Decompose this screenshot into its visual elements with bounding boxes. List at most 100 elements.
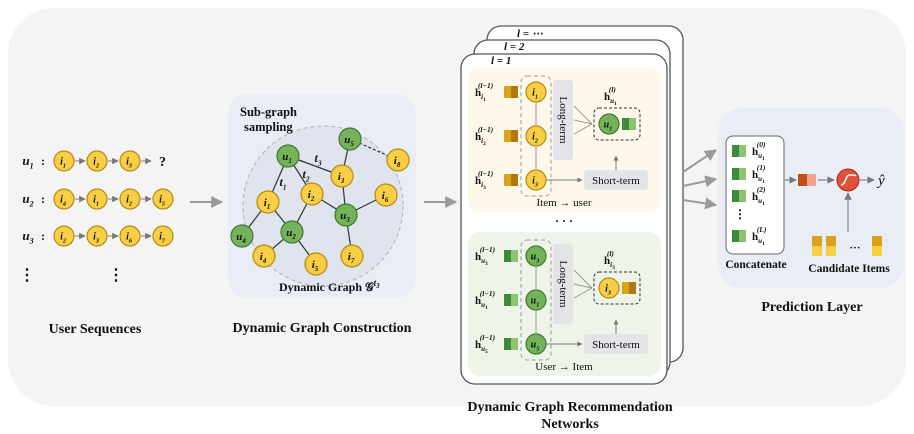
seq-colon-1: : bbox=[41, 192, 45, 206]
bottom-longterm-label: Long-term bbox=[557, 260, 569, 307]
graph-edge-label-1-main: t bbox=[302, 167, 306, 181]
top-in-node-0-circle bbox=[525, 81, 547, 103]
top-out-box bbox=[593, 107, 641, 141]
seq-vdots-mid: ⋮ bbox=[108, 267, 124, 284]
graph-node-i2-circle bbox=[300, 182, 324, 206]
top-merge-2 bbox=[573, 123, 593, 135]
pred-stack-bars-1-bar2 bbox=[739, 168, 746, 180]
top-h-0-h: h bbox=[475, 87, 481, 99]
bottom-shortterm-bg bbox=[584, 334, 648, 354]
arrow-to-pred-2 bbox=[682, 175, 718, 188]
pred-stack-h-2-sup: (2) bbox=[757, 185, 766, 194]
bottom-h-0-sup: (l−1) bbox=[480, 245, 496, 254]
seq-item-1-2-label: i2 bbox=[126, 195, 132, 208]
seq-item-0-1-label: i2 bbox=[93, 157, 99, 170]
top-in-node-0-label-sub: 1 bbox=[535, 93, 538, 100]
pred-stack-h-1-ss: 1 bbox=[762, 179, 765, 185]
seq-item-0-0-label: i1 bbox=[60, 157, 66, 170]
seq-user-1: u2 bbox=[22, 191, 33, 209]
networks-title-line1: Dynamic Graph Recommendation bbox=[467, 400, 673, 415]
seq-item-1-2-label-sub: 2 bbox=[128, 200, 132, 207]
pred-stack-h-1-h: h bbox=[752, 169, 758, 181]
top-in-node-2-label-main: i bbox=[532, 176, 535, 187]
bottom-in-bars-2-bar1 bbox=[504, 338, 511, 350]
seq-item-2-1-circle bbox=[86, 225, 108, 247]
bottom-in-node-0-label-sub: 3 bbox=[535, 257, 539, 264]
top-in-node-2-circle bbox=[525, 169, 547, 191]
pred-stack-h-1-sup: (1) bbox=[757, 163, 766, 172]
graph-node-u4-label: u4 bbox=[236, 231, 246, 245]
bottom-in-node-1-label-main: u bbox=[531, 296, 537, 307]
top-h-1-ss: 2 bbox=[483, 141, 486, 147]
top-h-2-h: h bbox=[475, 175, 481, 187]
seq-user-0: u1 bbox=[22, 153, 33, 171]
graph-edge-label-1-sub: 2 bbox=[305, 174, 310, 183]
bottom-in-bars-0-bar1 bbox=[504, 250, 511, 262]
pred-stack-h-3-s: u bbox=[758, 237, 762, 245]
graph-node-u1-label: u1 bbox=[282, 151, 292, 165]
bottom-out-h-sup: (l) bbox=[607, 249, 615, 258]
top-shortterm-label: Short-term bbox=[592, 175, 640, 187]
graph-node-i6-label-sub: 6 bbox=[385, 197, 389, 204]
seq-item-2-1-label-main: i bbox=[93, 232, 96, 243]
seq-item-0-0-label-main: i bbox=[60, 157, 63, 168]
pred-stack-bars-2-bar1 bbox=[732, 190, 739, 202]
top-in-bars-2-bar1 bbox=[504, 174, 511, 186]
seq-colon-2: : bbox=[41, 229, 45, 243]
graph-node-i5-circle bbox=[304, 252, 328, 276]
top-merge-1 bbox=[573, 119, 593, 125]
graph-node-u5-label-main: u bbox=[344, 134, 350, 146]
graph-edge-label-2-main: t bbox=[279, 175, 283, 189]
graph-node-i2-label: i2 bbox=[308, 189, 315, 203]
top-in-node-1-label-sub: 2 bbox=[534, 137, 538, 144]
top-in-node-1-label: i2 bbox=[532, 132, 538, 145]
graph-node-u4-label-sub: 4 bbox=[241, 238, 246, 245]
pred-stack-h-0-ss: 1 bbox=[762, 156, 765, 162]
top-h-1-sup: (l−1) bbox=[478, 125, 494, 134]
top-longterm-bg bbox=[553, 80, 573, 160]
pred-stack-h-3-h: h bbox=[752, 231, 758, 243]
top-shortterm-bg bbox=[584, 170, 648, 190]
top-h-0-s: i bbox=[481, 93, 483, 101]
bottom-h-1-s: u bbox=[481, 301, 485, 309]
pred-stack-h-0: hu1 (0) bbox=[752, 140, 766, 162]
graph-node-i4-label-main: i bbox=[260, 251, 264, 263]
seq-item-2-0-circle bbox=[53, 225, 75, 247]
seq-item-0-1-label-sub: 2 bbox=[95, 162, 99, 169]
pred-stack-h-1: hu1 (1) bbox=[752, 163, 766, 185]
top-in-node-1-label-main: i bbox=[532, 132, 535, 143]
top-h-1-s: i bbox=[481, 137, 483, 145]
graph-node-u3-circle bbox=[334, 203, 358, 227]
pred-stack-h-2: hu1 (2) bbox=[752, 185, 766, 207]
graph-node-i8-label: i8 bbox=[394, 155, 401, 169]
seq-item-2-3-label-main: i bbox=[159, 232, 162, 243]
graph-node-u2-label-sub: 2 bbox=[291, 234, 296, 241]
top-out-node-label-sub: 1 bbox=[609, 125, 612, 132]
graph-edge-label-0: t3 bbox=[314, 151, 321, 167]
top-h-2: hi3 (l−1) bbox=[475, 169, 494, 191]
top-out-h: hu1 (l) bbox=[604, 85, 617, 107]
top-out-node-circle bbox=[598, 113, 620, 135]
top-merge-0 bbox=[573, 105, 593, 125]
sampling-label-line1: Sub-graph bbox=[240, 105, 297, 119]
graph-node-i4-label-sub: 4 bbox=[262, 258, 267, 265]
dynamic-graph-label: Dynamic Graph 𝒢t3 bbox=[279, 278, 380, 294]
bottom-dashed-group bbox=[520, 239, 552, 361]
seq-item-2-1-label: i3 bbox=[93, 232, 99, 245]
bottom-in-node-0-label-main: u bbox=[531, 252, 537, 263]
bottom-longterm-bg bbox=[553, 244, 573, 324]
graph-node-u3-label-sub: 3 bbox=[345, 217, 350, 224]
seq-item-1-3-circle bbox=[152, 188, 174, 210]
pred-concat-bar2 bbox=[807, 174, 816, 186]
bottom-h-2-sup: (l−1) bbox=[480, 333, 496, 342]
bottom-out-h-ss: 3 bbox=[612, 265, 615, 271]
seq-item-1-0-label-main: i bbox=[60, 195, 63, 206]
graph-node-i5-label-main: i bbox=[312, 259, 316, 271]
bottom-h-2-ss: 5 bbox=[485, 349, 488, 355]
top-longterm-label: Long-term bbox=[557, 96, 569, 143]
top-out-node-label: u1 bbox=[604, 120, 613, 133]
candidate-ellipsis: ··· bbox=[849, 242, 860, 254]
top-h-0-ss: 1 bbox=[483, 97, 486, 103]
